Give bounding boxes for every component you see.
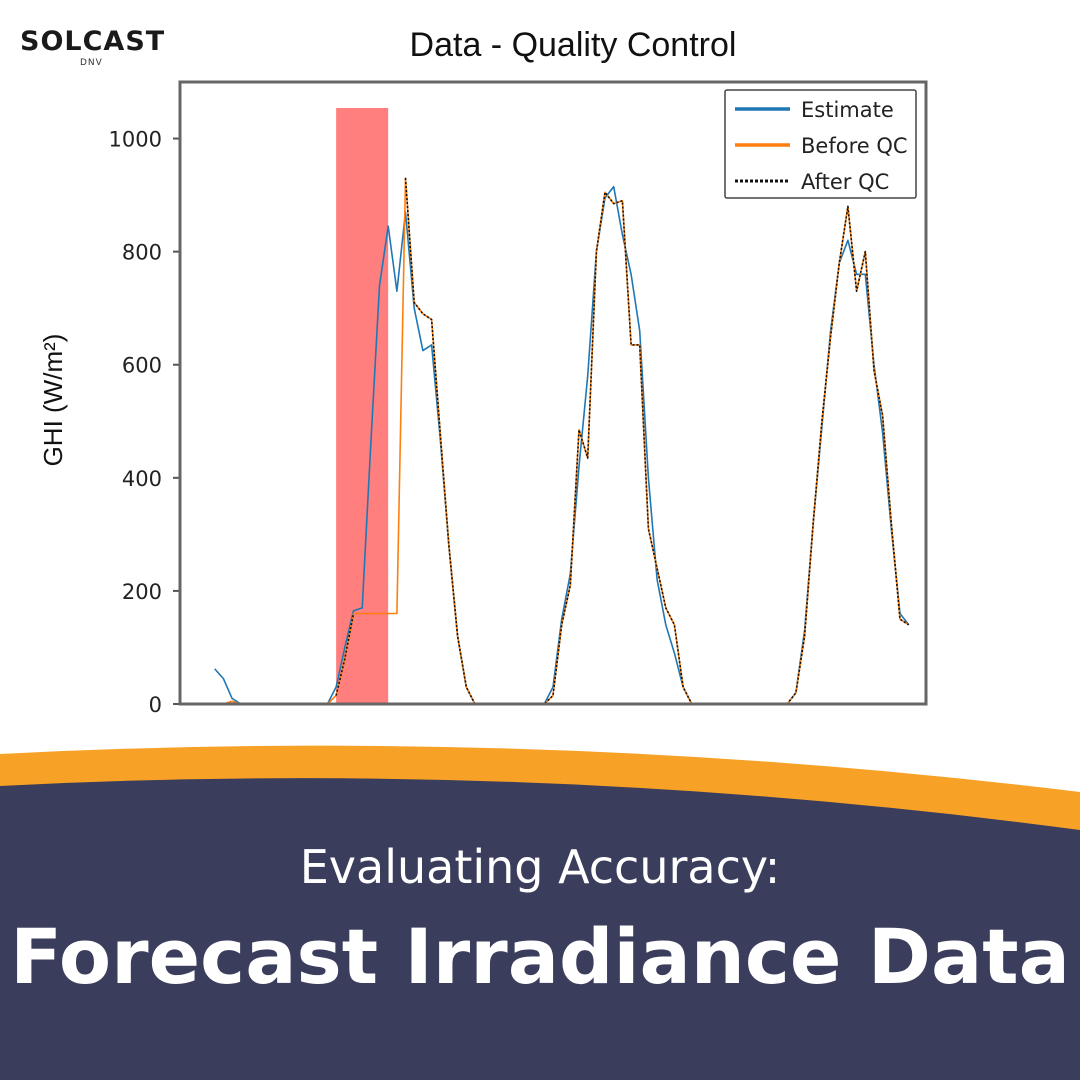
series-line-after-qc bbox=[335, 178, 910, 705]
legend-label: Before QC bbox=[801, 134, 908, 158]
legend-box bbox=[724, 89, 917, 199]
banner-subtitle: Evaluating Accuracy: bbox=[299, 840, 781, 894]
y-tick-label: 800 bbox=[122, 241, 162, 265]
y-tick-label: 400 bbox=[122, 467, 162, 491]
footer-banner bbox=[0, 745, 1080, 1080]
banner-dark-wave bbox=[0, 778, 1080, 1080]
y-tick-label: 0 bbox=[149, 693, 162, 717]
y-tick-label: 600 bbox=[122, 354, 162, 378]
y-axis-label: GHI (W/m²) bbox=[38, 334, 68, 467]
chart-legend: Estimate Before QC After QC bbox=[724, 89, 917, 199]
qc-flag-highlight bbox=[336, 108, 389, 704]
banner-title: Forecast Irradiance Data bbox=[10, 912, 1070, 1001]
plot-frame bbox=[178, 80, 928, 706]
y-tick-label: 1000 bbox=[109, 128, 162, 152]
solcast-logo: SOLCAST DNV bbox=[20, 22, 180, 72]
logo-subtext: DNV bbox=[80, 58, 103, 68]
plot-area: 0 200 400 600 800 1000 bbox=[109, 80, 928, 717]
chart-canvas: 0 200 400 600 800 1000 GHI (W/m²) Estimate Bef… bbox=[38, 80, 928, 717]
legend-label: After QC bbox=[801, 170, 889, 194]
legend-label: Estimate bbox=[801, 98, 894, 122]
logo-wordmark: SOLCAST bbox=[20, 26, 166, 57]
chart-title: Data - Quality Control bbox=[409, 26, 737, 64]
series-line-before-qc bbox=[214, 177, 910, 705]
y-tick-label: 200 bbox=[122, 580, 162, 604]
